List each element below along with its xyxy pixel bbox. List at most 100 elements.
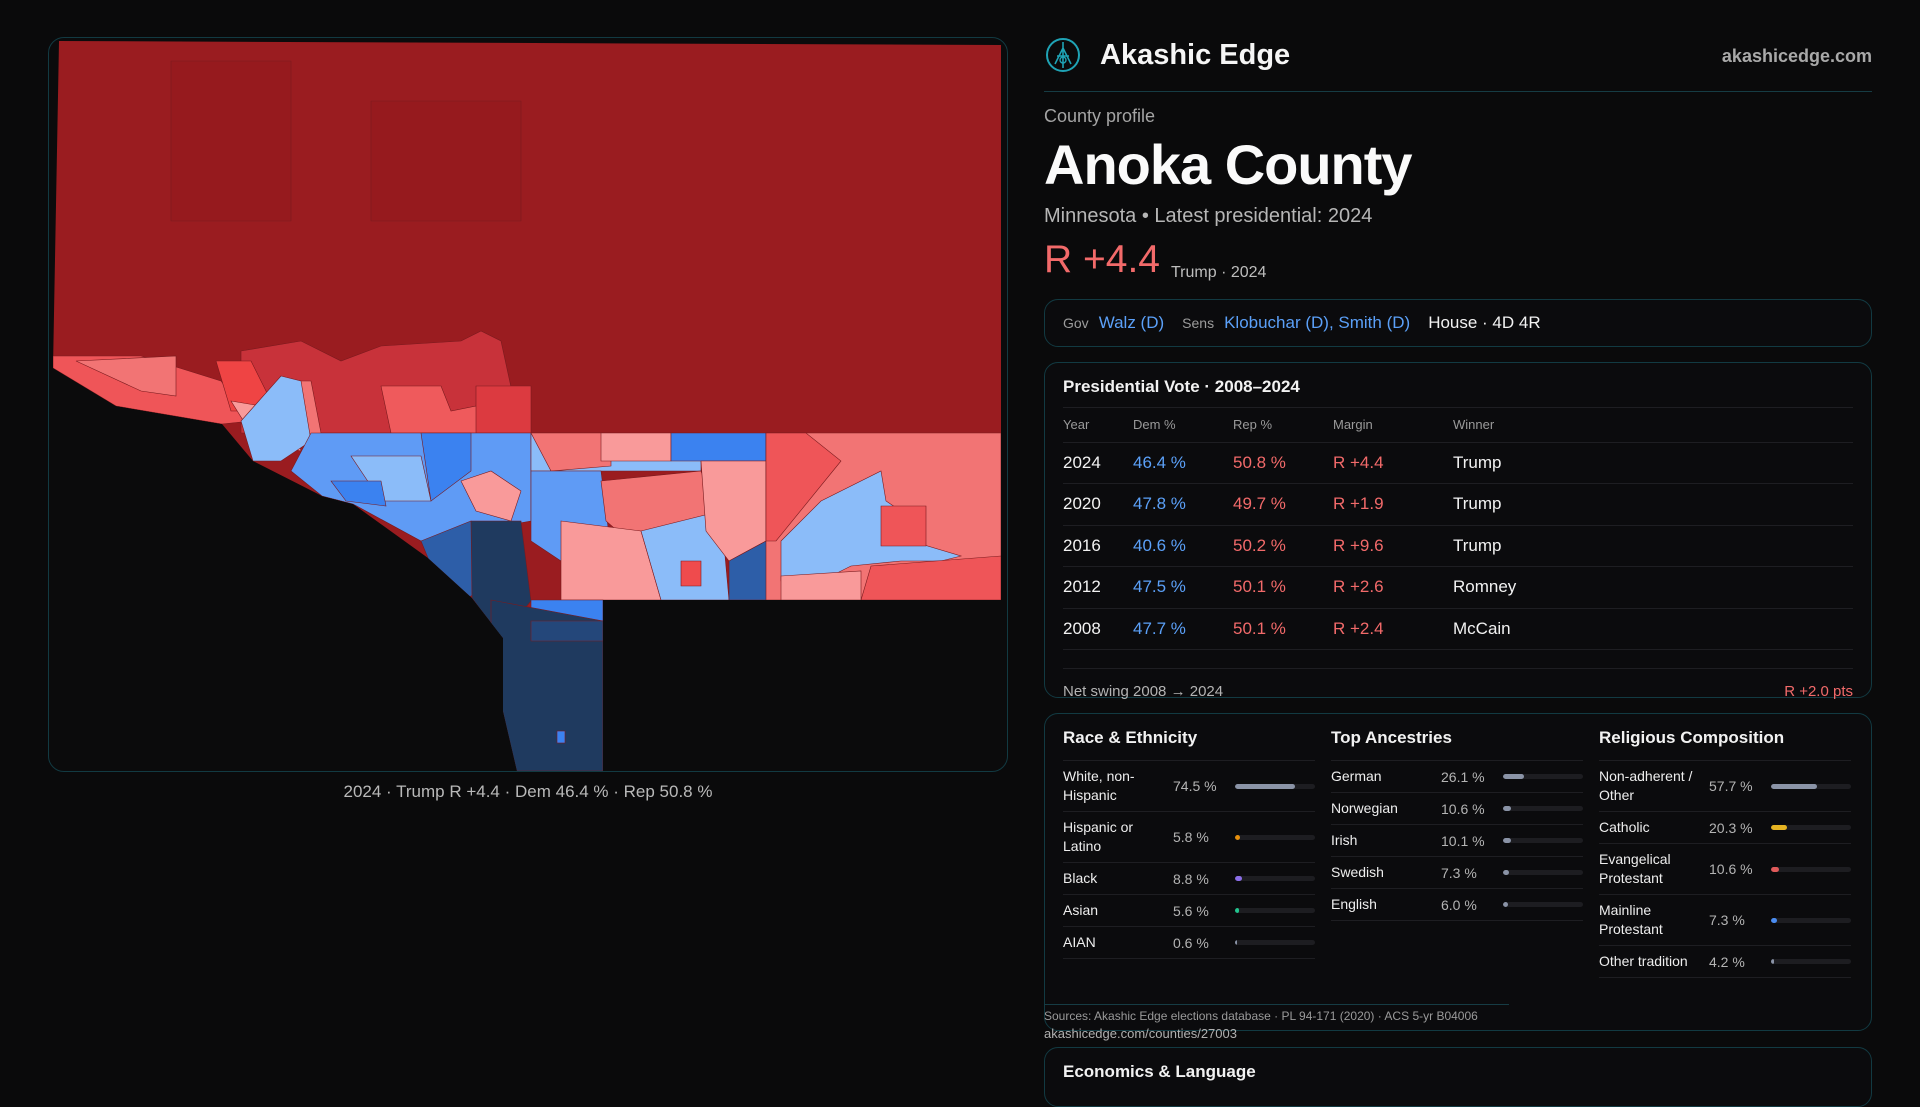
- source-url-link[interactable]: akashicedge.com/counties/27003: [1044, 1026, 1237, 1041]
- bar-fill: [1771, 825, 1788, 830]
- precinct[interactable]: [670, 432, 767, 462]
- list-item: Black 8.8 %: [1063, 863, 1315, 895]
- bar-fill: [1503, 774, 1524, 779]
- precinct[interactable]: [880, 505, 927, 547]
- brand-name: Akashic Edge: [1100, 38, 1291, 71]
- bar-fill: [1503, 806, 1512, 811]
- winner-cell: McCain: [1453, 608, 1853, 650]
- precinct[interactable]: [680, 560, 702, 587]
- demographic-group: Race & Ethnicity White, non-Hispanic 74.5 …: [1063, 728, 1315, 1016]
- demographic-group: Top Ancestries German 26.1 % Norwegian 10.6 …: [1331, 728, 1583, 1016]
- page-title: Anoka County: [1044, 133, 1413, 196]
- item-value: 10.1 %: [1441, 832, 1485, 849]
- winner-cell: Trump: [1453, 525, 1853, 567]
- precinct[interactable]: [330, 480, 387, 507]
- akashic-edge-logo-icon: [1046, 38, 1080, 72]
- economics-title: Economics & Language: [1063, 1062, 1256, 1081]
- list-item: Catholic 20.3 %: [1599, 812, 1851, 844]
- precinct[interactable]: [240, 375, 312, 462]
- brand[interactable]: Akashic Edge: [1044, 36, 1290, 74]
- list-item: Non-adherent / Other 57.7 %: [1599, 761, 1851, 812]
- bar-track: [1771, 783, 1851, 789]
- economics-panel: Economics & Language: [1044, 1047, 1872, 1107]
- bar-fill: [1771, 917, 1777, 923]
- bar-track: [1771, 825, 1851, 830]
- item-label: Other tradition: [1599, 953, 1688, 969]
- item-label: AIAN: [1063, 934, 1096, 950]
- winner-cell: Trump: [1453, 442, 1853, 484]
- bar-fill: [1771, 783, 1818, 789]
- item-label: White, non-Hispanic: [1063, 768, 1135, 803]
- item-label: Swedish: [1331, 864, 1384, 880]
- rep-pct-cell: 50.8 %: [1233, 442, 1333, 484]
- item-label: Mainline Protestant: [1599, 902, 1663, 937]
- item-value: 5.6 %: [1173, 902, 1209, 919]
- rep-pct-cell: 49.7 %: [1233, 483, 1333, 526]
- precinct[interactable]: [475, 385, 532, 434]
- list-item: Swedish 7.3 %: [1331, 857, 1583, 889]
- precinct[interactable]: [600, 432, 672, 462]
- bar-track: [1503, 806, 1583, 811]
- site-link[interactable]: akashicedge.com: [1721, 46, 1872, 66]
- year-cell: 2012: [1063, 566, 1133, 609]
- precinct-map-svg[interactable]: [49, 38, 1008, 772]
- precinct[interactable]: [420, 432, 472, 502]
- column-header: Margin: [1333, 408, 1453, 443]
- bar-track: [1235, 783, 1315, 789]
- precinct[interactable]: [860, 555, 1001, 601]
- precinct[interactable]: [530, 432, 612, 472]
- item-label: Irish: [1331, 832, 1358, 848]
- dem-pct-cell: 46.4 %: [1133, 442, 1233, 484]
- item-value: 57.7 %: [1709, 778, 1753, 794]
- map-caption: 2024 · Trump R +4.4 · Dem 46.4 % · Rep 5…: [343, 782, 713, 801]
- item-value: 7.3 %: [1709, 912, 1745, 928]
- bar-fill: [1235, 783, 1295, 789]
- margin-cell: R +4.4: [1333, 442, 1453, 484]
- precinct-map[interactable]: [48, 37, 1008, 772]
- bar-fill: [1235, 908, 1240, 913]
- column-header: Dem %: [1133, 408, 1233, 443]
- column-header: Year: [1063, 408, 1133, 443]
- bar-track: [1503, 870, 1583, 875]
- latest-margin-note: Trump · 2024: [1171, 264, 1267, 281]
- table-row: 2008 47.7 % 50.1 % R +2.4 McCain: [1063, 608, 1853, 650]
- bar-track: [1503, 902, 1583, 907]
- item-label: Hispanic or Latino: [1063, 819, 1134, 854]
- item-label: Catholic: [1599, 819, 1650, 835]
- dem-pct-cell: 47.5 %: [1133, 566, 1233, 609]
- precinct[interactable]: [780, 570, 862, 601]
- bar-fill: [1503, 838, 1512, 843]
- item-value: 26.1 %: [1441, 768, 1485, 785]
- table-row: 2016 40.6 % 50.2 % R +9.6 Trump: [1063, 525, 1853, 567]
- precinct[interactable]: [765, 432, 842, 542]
- item-label: English: [1331, 896, 1377, 912]
- bar-track: [1235, 876, 1315, 881]
- year-cell: 2016: [1063, 525, 1133, 567]
- presidential-table: Year Dem % Rep % Margin Winner 2024 46.4 % 50.…: [1063, 408, 1853, 650]
- list-item: Mainline Protestant 7.3 %: [1599, 895, 1851, 946]
- item-label: Asian: [1063, 902, 1099, 918]
- item-value: 7.3 %: [1441, 864, 1477, 881]
- precinct[interactable]: [460, 470, 522, 522]
- item-label: Norwegian: [1331, 800, 1398, 816]
- bar-fill: [1503, 902, 1508, 907]
- list-item: Irish 10.1 %: [1331, 825, 1583, 857]
- item-value: 4.2 %: [1709, 953, 1745, 970]
- item-value: 20.3 %: [1709, 819, 1753, 836]
- list-item: Hispanic or Latino 5.8 %: [1063, 812, 1315, 863]
- bar-fill: [1771, 866, 1780, 872]
- column-header: Rep %: [1233, 408, 1333, 443]
- item-value: 0.6 %: [1173, 934, 1209, 951]
- year-cell: 2024: [1063, 442, 1133, 484]
- item-value: 6.0 %: [1441, 896, 1477, 913]
- winner-cell: Romney: [1453, 566, 1853, 609]
- demographics-panel: Race & Ethnicity White, non-Hispanic 74.5 …: [1044, 713, 1872, 1031]
- dem-pct-cell: 47.8 %: [1133, 483, 1233, 526]
- bar-fill: [1235, 834, 1240, 840]
- precinct[interactable]: [75, 355, 177, 397]
- item-label: Black: [1063, 870, 1098, 886]
- list-item: White, non-Hispanic 74.5 %: [1063, 761, 1315, 812]
- senators: Klobuchar (D), Smith (D): [1224, 313, 1411, 332]
- list-item: AIAN 0.6 %: [1063, 927, 1315, 959]
- item-value: 10.6 %: [1709, 861, 1753, 877]
